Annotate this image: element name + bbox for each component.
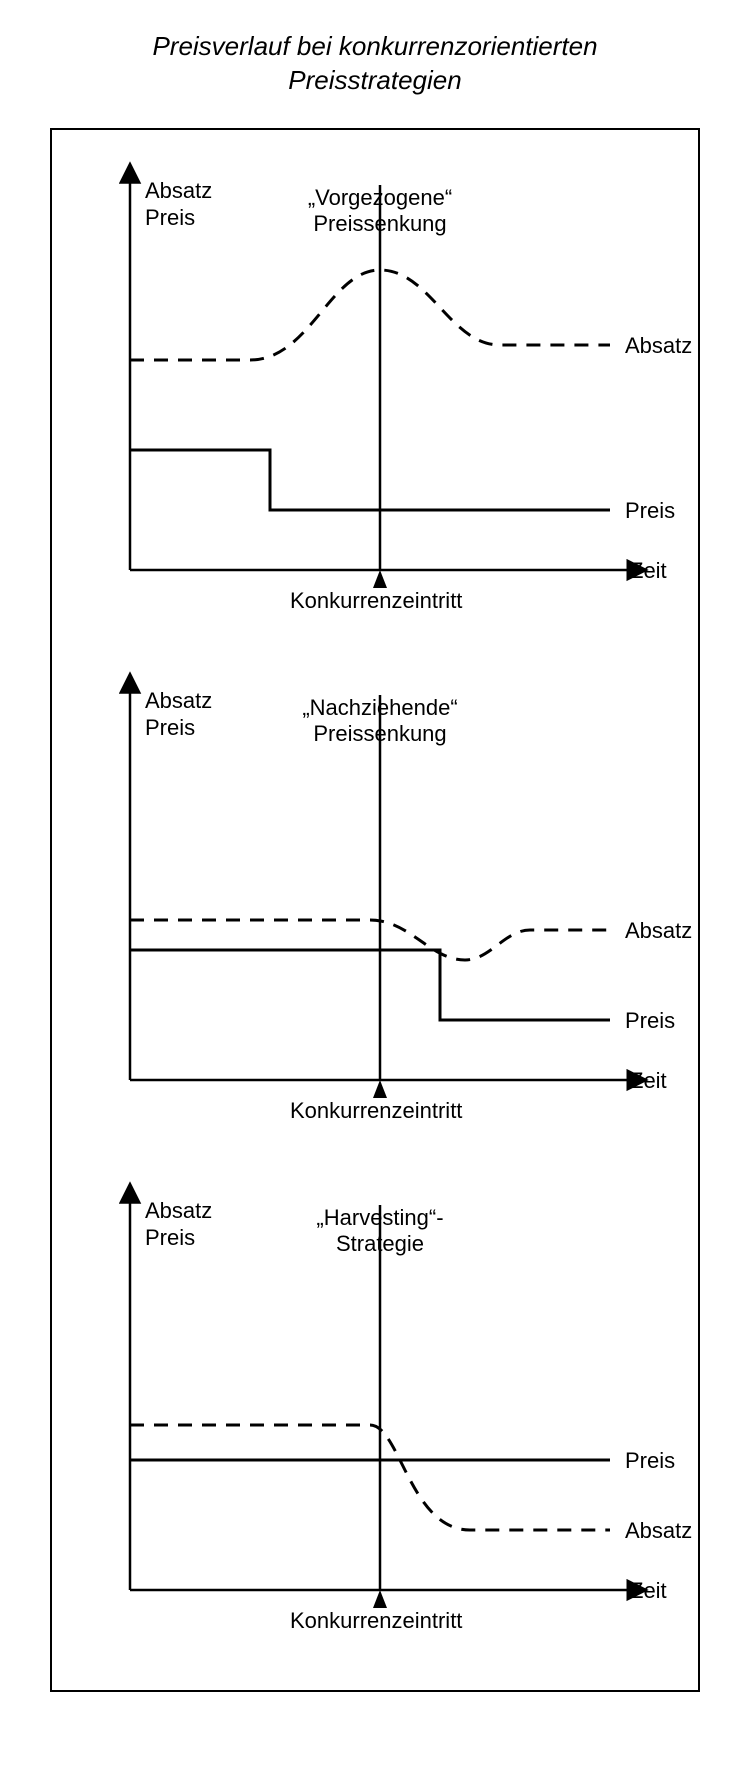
absatz-line [130,1425,610,1530]
chart-panel-3: Absatz Preis „Harvesting“- Strategie Pre… [70,1170,680,1650]
y-axis-label-2: Preis [145,715,195,741]
title-line-2: Preisstrategien [288,65,461,95]
absatz-series-label: Absatz [625,333,692,359]
chart-panel-2: Absatz Preis „Nachziehende“ Preissenkung… [70,660,680,1140]
page-title: Preisverlauf bei konkurrenzorientierten … [0,0,750,118]
entry-label: Konkurrenzeintritt [290,1608,462,1634]
subtitle-line-2: Strategie [336,1231,424,1256]
y-axis-label-1: Absatz [145,178,212,204]
subtitle-line-1: „Vorgezogene“ [308,185,452,210]
page-root: Preisverlauf bei konkurrenzorientierten … [0,0,750,1692]
entry-arrow-icon [373,570,387,588]
diagram-frame: Absatz Preis „Vorgezogene“ Preissenkung … [50,128,700,1692]
entry-arrow-icon [373,1080,387,1098]
panel-subtitle: „Nachziehende“ Preissenkung [290,695,470,747]
x-axis-label: Zeit [630,558,667,584]
entry-arrow-icon [373,1590,387,1608]
x-axis-label: Zeit [630,1578,667,1604]
subtitle-line-1: „Harvesting“- [316,1205,443,1230]
x-axis-label: Zeit [630,1068,667,1094]
chart-panel-1: Absatz Preis „Vorgezogene“ Preissenkung … [70,150,680,630]
absatz-line [130,270,610,360]
entry-label: Konkurrenzeintritt [290,1098,462,1124]
preis-series-label: Preis [625,498,675,524]
preis-line [130,950,610,1020]
y-axis-label-2: Preis [145,205,195,231]
preis-line [130,450,610,510]
subtitle-line-2: Preissenkung [313,721,446,746]
entry-label: Konkurrenzeintritt [290,588,462,614]
y-axis-label-2: Preis [145,1225,195,1251]
absatz-series-label: Absatz [625,1518,692,1544]
y-axis-label-1: Absatz [145,688,212,714]
panel-subtitle: „Harvesting“- Strategie [290,1205,470,1257]
y-axis-label-1: Absatz [145,1198,212,1224]
title-line-1: Preisverlauf bei konkurrenzorientierten [152,31,597,61]
preis-series-label: Preis [625,1008,675,1034]
subtitle-line-2: Preissenkung [313,211,446,236]
panel-subtitle: „Vorgezogene“ Preissenkung [290,185,470,237]
preis-series-label: Preis [625,1448,675,1474]
subtitle-line-1: „Nachziehende“ [302,695,457,720]
absatz-line [130,920,610,960]
absatz-series-label: Absatz [625,918,692,944]
